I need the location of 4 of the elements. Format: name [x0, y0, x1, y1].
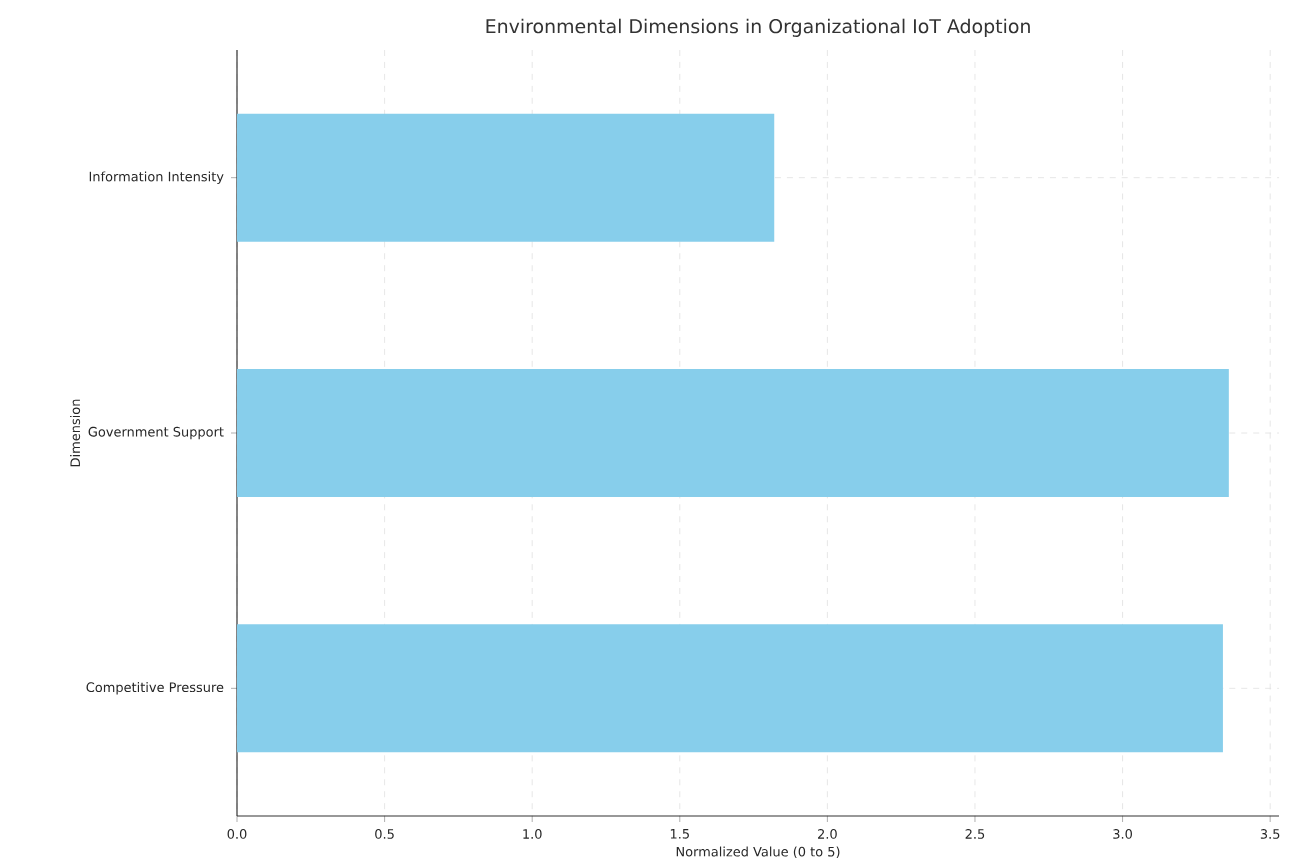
chart-title: Environmental Dimensions in Organizational IoT Adoption: [486, 18, 1030, 38]
bar: [237, 113, 775, 242]
bar: [237, 624, 1223, 753]
bar: [237, 369, 1229, 498]
